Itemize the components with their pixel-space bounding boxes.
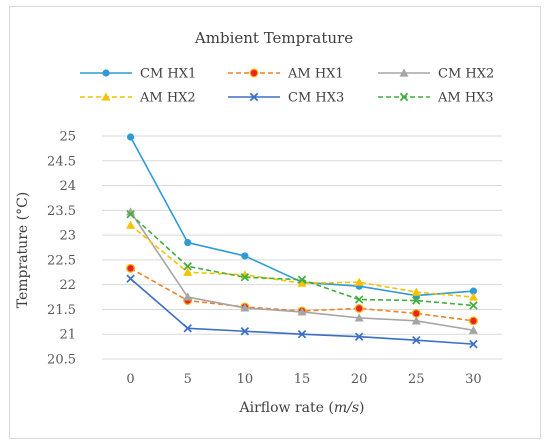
legend-marker — [399, 92, 409, 102]
data-point — [183, 267, 193, 276]
y-tick-label: 23.5 — [47, 204, 76, 219]
data-point — [126, 274, 135, 283]
data-point — [297, 278, 307, 287]
y-tick-label: 22.5 — [47, 253, 76, 268]
x-axis-label: Airflow rate (m/s) — [239, 400, 365, 416]
y-tick-labels: 20.5 21 21.5 22 22.5 23 23.5 24 24.5 25 — [47, 130, 76, 368]
y-axis-label: Temprature (°C) — [15, 192, 31, 309]
y-tick-label: 22 — [59, 278, 76, 293]
x-axis-label-close: ) — [359, 400, 364, 416]
legend-label: CM HX1 — [140, 67, 196, 82]
data-point — [412, 335, 421, 345]
x-tick-label: 30 — [465, 372, 482, 387]
y-tick-label: 24 — [59, 179, 76, 194]
x-tick-label: 5 — [184, 372, 192, 387]
data-point — [297, 275, 307, 284]
legend-marker — [101, 92, 111, 101]
data-point — [297, 307, 307, 316]
data-point — [468, 316, 478, 326]
data-point — [126, 263, 136, 273]
data-point — [240, 270, 250, 279]
data-point — [126, 220, 136, 229]
data-point — [183, 324, 192, 333]
legend-label: CM HX2 — [438, 67, 494, 82]
y-tick-label: 20.5 — [47, 353, 76, 368]
data-point — [354, 313, 364, 322]
data-point — [411, 287, 421, 296]
chart-title: Ambient Temprature — [194, 29, 353, 47]
data-point — [354, 295, 364, 304]
data-point — [411, 316, 421, 325]
data-point — [468, 292, 478, 301]
y-tick-label: 24.5 — [47, 154, 76, 169]
data-point — [469, 287, 478, 295]
x-axis-label-unit: m/s — [334, 400, 359, 416]
data-point — [126, 133, 135, 141]
legend-entry: AM HX1 — [228, 67, 344, 82]
data-point — [241, 252, 249, 260]
legend-marker — [399, 68, 409, 77]
legend-entry: CM HX1 — [80, 67, 196, 82]
data-point — [126, 207, 136, 216]
series-cm-hx1 — [126, 133, 478, 300]
legend: CM HX1 AM HX1 CM HX2 AM HX2 CM HX3 AM HX3 — [80, 67, 494, 106]
data-point — [240, 303, 250, 312]
data-point — [183, 262, 192, 271]
y-tick-label: 25 — [59, 130, 76, 145]
legend-marker — [102, 69, 110, 77]
y-tick-label: 21 — [59, 328, 76, 343]
data-point — [412, 296, 421, 305]
legend-marker — [249, 68, 259, 78]
chart-frame — [9, 6, 541, 439]
legend-entry: CM HX3 — [228, 91, 344, 106]
legend-label: CM HX3 — [288, 91, 344, 106]
data-point — [183, 292, 193, 301]
data-point — [411, 308, 421, 318]
data-point — [126, 210, 135, 219]
data-point — [469, 339, 478, 349]
data-point — [240, 327, 250, 336]
data-point — [297, 330, 307, 339]
legend-marker — [249, 92, 259, 102]
data-point — [240, 273, 250, 282]
series-cm-hx2 — [126, 207, 478, 334]
gridlines — [102, 135, 502, 360]
data-point — [469, 301, 478, 310]
data-point — [354, 332, 364, 341]
y-tick-label: 23 — [59, 229, 76, 244]
data-point — [468, 325, 478, 334]
legend-label: AM HX3 — [437, 91, 494, 106]
y-tick-label: 21.5 — [47, 303, 76, 318]
x-tick-label: 10 — [237, 372, 254, 387]
series-lines — [126, 133, 478, 349]
x-tick-label: 0 — [126, 372, 134, 387]
x-tick-label: 25 — [408, 372, 425, 387]
series-am-hx3 — [126, 210, 478, 310]
legend-entry: AM HX2 — [80, 91, 196, 106]
data-point — [354, 304, 364, 313]
legend-entry: AM HX3 — [378, 91, 494, 106]
x-tick-label: 20 — [351, 372, 368, 387]
data-point — [184, 238, 192, 247]
data-point — [354, 277, 364, 286]
legend-label: AM HX2 — [139, 91, 196, 106]
x-tick-label: 15 — [294, 372, 311, 387]
legend-entry: CM HX2 — [378, 67, 494, 82]
x-tick-labels: 0 5 10 15 20 25 30 — [126, 372, 481, 387]
series-am-hx2 — [126, 220, 478, 301]
series-cm-hx3 — [126, 274, 478, 349]
legend-label: AM HX1 — [287, 67, 344, 82]
x-axis-label-main: Airflow rate ( — [239, 400, 334, 416]
